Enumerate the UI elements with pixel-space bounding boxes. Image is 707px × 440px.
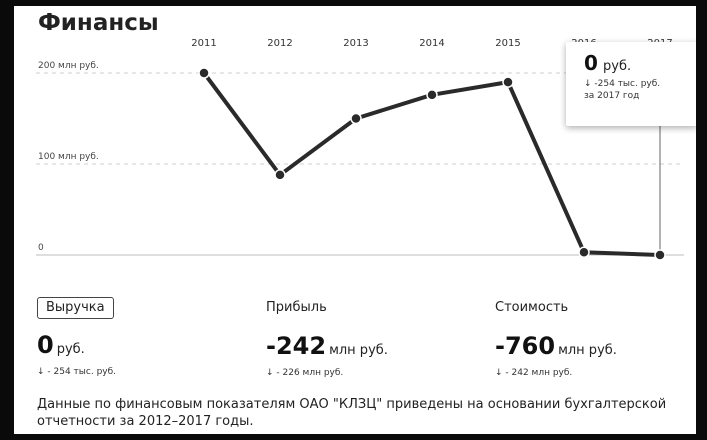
data-point	[654, 249, 666, 261]
chart-tooltip: 0 руб. ↓ -254 тыс. руб. за 2017 год	[566, 42, 696, 126]
revenue-value: 0	[37, 331, 54, 359]
x-tick-label: 2013	[343, 38, 368, 49]
profit-tab[interactable]: Прибыль	[266, 300, 327, 315]
tooltip-delta: ↓ -254 тыс. руб.	[584, 79, 661, 89]
y-tick-label: 0	[38, 243, 44, 253]
data-point	[350, 112, 362, 125]
cost-value: -760	[495, 332, 556, 360]
stat-revenue[interactable]: Выручка 0 руб. ↓ - 254 тыс. руб.	[37, 296, 116, 377]
profit-delta: ↓ - 226 млн руб.	[266, 368, 344, 378]
footnote: Данные по финансовым показателям ОАО "КЛ…	[37, 397, 667, 429]
profit-unit: млн руб.	[329, 343, 388, 358]
y-tick-label: 200 млн руб.	[38, 61, 99, 71]
data-point	[578, 246, 590, 259]
finance-card: Финансы 200 млн руб. 100 млн руб. 0 2011 201…	[14, 6, 696, 434]
cost-delta: ↓ - 242 млн руб.	[495, 368, 573, 378]
x-tick-label: 2011	[191, 38, 216, 49]
tooltip-value: 0	[584, 51, 598, 75]
revenue-tab[interactable]: Выручка	[37, 297, 114, 319]
y-tick-label: 100 млн руб.	[38, 152, 99, 162]
tooltip-period: за 2017 год	[584, 91, 640, 101]
x-tick-label: 2014	[419, 38, 444, 49]
data-point	[502, 76, 514, 88]
tooltip-unit: руб.	[603, 59, 632, 74]
profit-value: -242	[266, 332, 327, 360]
data-point	[198, 67, 210, 79]
x-tick-label: 2015	[495, 38, 520, 49]
x-tick-label: 2012	[267, 38, 292, 49]
line-chart: 200 млн руб. 100 млн руб. 0 2011 2012 2013 201…	[36, 38, 684, 261]
revenue-delta: ↓ - 254 тыс. руб.	[37, 367, 117, 377]
data-point	[426, 89, 438, 101]
revenue-unit: руб.	[56, 342, 85, 357]
stat-cost[interactable]: Стоимость -760 млн руб. ↓ - 242 млн руб.	[495, 296, 617, 378]
stat-profit[interactable]: Прибыль -242 млн руб. ↓ - 226 млн руб.	[266, 296, 388, 378]
cost-unit: млн руб.	[558, 343, 617, 358]
cost-tab[interactable]: Стоимость	[495, 300, 569, 315]
page-title: Финансы	[38, 10, 159, 36]
data-point	[274, 169, 286, 181]
